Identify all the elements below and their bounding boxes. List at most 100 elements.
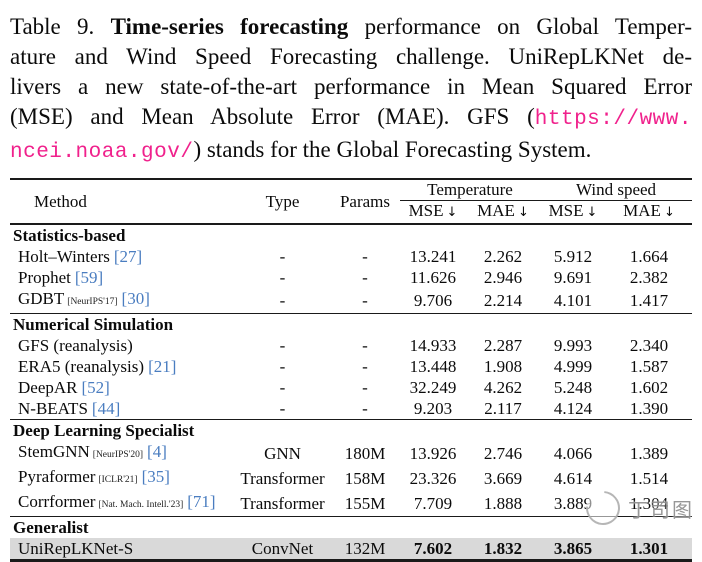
table-row: UniRepLKNet-S ConvNet 132M 7.602 1.832 3.865 1… [10,538,693,561]
method-name: DeepAR [18,378,78,397]
metric-value: 4.999 [553,357,593,376]
params-cell: - [362,336,368,355]
method-cell: GDBT [NeurIPS'17] [30] [10,288,235,314]
caption-url-link[interactable]: ncei.noaa.gov/ [10,141,194,164]
caption-text: ature and Wind Speed Forecasting challen… [10,44,692,69]
method-name: GDBT [18,289,65,308]
section-title: Deep Learning Specialist [10,419,693,441]
method-cell: StemGNN [NeurIPS'20] [4] [10,441,235,466]
citation-link[interactable]: [59] [74,268,104,287]
method-cell: Prophet [59] [10,267,235,288]
metric-value: 13.448 [409,357,457,376]
params-cell: - [362,378,368,397]
down-arrow-icon: ↓ [446,205,458,220]
type-cell: - [279,291,286,310]
table-row: N-BEATS [44] - - 9.203 2.117 4.124 1.390 [10,398,692,420]
down-arrow-icon: ↓ [517,205,529,220]
caption-line: ature and Wind Speed Forecasting challen… [10,42,692,72]
metric-value: 3.889 [553,494,593,513]
metric-value: 9.706 [413,291,453,310]
metric-value: 1.390 [629,399,669,418]
method-cell: Holt–Winters [27] [10,246,235,267]
caption-text: livers a new state-of-the-art performanc… [10,74,692,99]
metric-value: 4.101 [553,291,593,310]
type-cell: - [279,336,286,355]
metric-value: 7.602 [400,538,466,561]
metric-value: 2.214 [483,291,523,310]
metric-value: 5.248 [553,378,593,397]
metric-value: 14.933 [409,336,457,355]
metric-value: 2.746 [483,444,523,463]
method-name: GFS (reanalysis) [18,336,133,355]
table-row: Prophet [59] - - 11.626 2.946 9.691 2.382 [10,267,692,288]
metric-label: MSE [408,201,444,220]
table-body: Statistics-based Holt–Winters [27] - -13.241… [10,224,693,561]
method-name: ERA5 (reanalysis) [18,357,145,376]
method-name: Holt–Winters [18,247,110,266]
metric-label: MAE [623,201,661,220]
caption-text: ) stands for the Global Forecasting Syst… [193,137,592,162]
down-arrow-icon: ↓ [663,205,675,220]
citation-link[interactable]: [44] [91,399,121,418]
metric-value: 2.946 [483,268,523,287]
venue-tag: [ICLR'21] [98,475,138,485]
metric-value: 9.993 [553,336,593,355]
metric-value: 4.262 [483,378,523,397]
metric-label: MSE [548,201,584,220]
metric-value: 2.287 [483,336,523,355]
metric-value: 1.587 [629,357,669,376]
type-cell: - [279,357,286,376]
metric-value: 7.709 [413,494,453,513]
col-header-wind-mse: MSE ↓ [540,201,606,225]
col-header-wind-mae: MAE ↓ [606,201,692,225]
caption-bold-text: Time-series forecasting [110,14,349,39]
citation-link[interactable]: [35] [141,467,170,486]
params-cell: - [362,247,368,266]
method-name: N-BEATS [18,399,88,418]
citation-link[interactable]: [21] [148,357,177,376]
metric-value: 1.301 [606,538,693,561]
col-header-params: Params [339,191,391,211]
citation-link[interactable]: [52] [81,378,110,397]
table-row: GFS (reanalysis) - - 14.933 2.287 9.993 2.340 [10,335,692,356]
citation-link[interactable]: [4] [147,442,167,461]
metric-value: 11.626 [409,268,457,287]
caption-url-link[interactable]: https://www. [534,108,692,131]
section-row: Generalist [10,516,693,538]
metric-value: 2.117 [484,399,522,418]
method-cell: N-BEATS [44] [10,398,235,420]
venue-tag: [Nat. Mach. Intell.'23] [98,500,184,510]
metric-value: 3.669 [483,469,523,488]
metric-value: 2.340 [629,336,669,355]
metric-value: 1.514 [629,469,669,488]
table-row: Pyraformer [ICLR'21] [35] Transformer 158M 23… [10,466,692,491]
citation-link[interactable]: [71] [187,492,216,511]
method-cell: Pyraformer [ICLR'21] [35] [10,466,235,491]
metric-value: 1.908 [483,357,523,376]
caption-text: Table 9. [10,14,111,39]
col-header-temp-mse: MSE ↓ [400,201,466,225]
table-row: GDBT [NeurIPS'17] [30] - - 9.706 2.214 4.101 1.4… [10,288,692,314]
params-cell: - [362,268,368,287]
method-name: UniRepLKNet-S [18,539,134,558]
method-cell: ERA5 (reanalysis) [21] [10,356,235,377]
type-cell: - [279,268,286,287]
metric-value: 3.865 [540,538,606,561]
metric-value: 4.614 [553,469,593,488]
citation-link[interactable]: [30] [121,289,150,308]
metric-value: 13.241 [409,247,457,266]
section-title: Generalist [10,516,693,538]
section-title: Numerical Simulation [10,313,693,335]
citation-link[interactable]: [27] [113,247,143,266]
caption-text: performance on Global Temper- [348,14,692,39]
down-arrow-icon: ↓ [586,205,598,220]
metric-value: 13.926 [409,444,457,463]
results-table: Method Type Params Temperature Wind spee… [10,178,693,562]
col-header-type: Type [265,191,300,211]
type-cell: GNN [264,444,301,463]
method-name: Prophet [18,268,71,287]
metric-value: 1.417 [629,291,669,310]
caption-line: Table 9. Time-series forecasting perform… [10,12,692,42]
metric-value: 1.389 [629,444,669,463]
metric-value: 2.262 [483,247,523,266]
